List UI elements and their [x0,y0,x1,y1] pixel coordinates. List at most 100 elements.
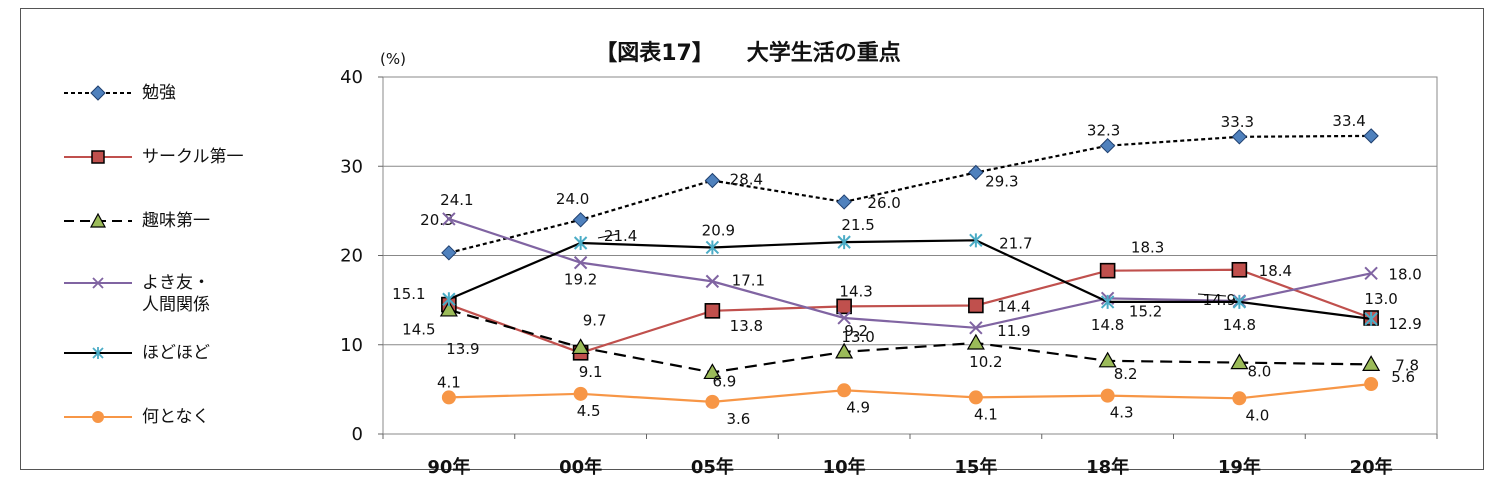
x-tick-label-7: 20年 [1350,456,1393,478]
data-label-circle-1: 9.1 [579,363,603,381]
point-hodo-7 [1364,311,1378,326]
data-label-nantonaku-6: 4.0 [1245,406,1269,424]
x-tick-label-4: 15年 [954,456,997,478]
data-label-tomo-7: 18.0 [1388,265,1421,283]
point-hodo-5 [1100,294,1115,309]
data-label-tomo-4: 11.9 [997,322,1030,340]
data-label-tomo-6: 14.9 [1203,291,1236,309]
data-label-benkyo-3: 26.0 [867,194,900,212]
data-label-circle-5: 18.3 [1131,239,1164,257]
x-tick-label-5: 18年 [1086,456,1129,478]
data-label-shumi-7: 7.8 [1395,356,1419,374]
data-label-nantonaku-2: 3.6 [726,410,750,428]
point-nantonaku-3 [837,383,852,398]
data-label-nantonaku-7: 5.6 [1391,368,1415,386]
data-label-benkyo-6: 33.3 [1221,113,1254,131]
data-label-benkyo-4: 29.3 [985,172,1018,190]
data-label-nantonaku-1: 4.5 [577,402,601,420]
legend-label-nantonaku: 何となく [142,407,210,427]
point-circle-4 [968,297,984,314]
data-label-benkyo-2: 28.4 [730,171,763,189]
point-benkyo-0 [441,245,457,261]
data-label-shumi-4: 10.2 [969,353,1002,371]
legend-label-benkyo: 勉強 [142,83,176,103]
point-benkyo-6 [1231,129,1248,145]
legend-item-nantonaku: 何となく [62,402,210,432]
x-tick-label-3: 10年 [823,456,866,478]
point-nantonaku-4 [968,390,983,405]
data-label-shumi-3: 9.2 [844,322,868,340]
data-label-circle-7: 13.0 [1364,290,1397,308]
leader-line-hodo-19 [1197,293,1227,297]
data-label-hodo-4: 21.7 [999,234,1032,252]
series-line-tomo [448,217,1372,329]
data-label-tomo-2: 17.1 [732,271,765,289]
point-nantonaku-1 [573,386,588,401]
point-tomo-7 [1364,266,1378,281]
point-nantonaku-6 [1232,391,1247,406]
point-tomo-4 [969,321,983,335]
data-label-tomo-5: 15.2 [1129,302,1162,320]
data-label-circle-3: 14.3 [839,282,872,300]
data-label-hodo-1: 21.4 [604,227,637,245]
data-label-tomo-1: 19.2 [564,271,597,289]
y-axis-unit: (%) [380,50,406,68]
legend-swatch-circle [64,150,132,164]
point-hodo-4 [969,233,983,248]
y-tick-label-10: 10 [340,335,363,356]
data-label-shumi-2: 6.9 [712,372,736,390]
legend-item-hodo: ほどほど [62,338,210,368]
data-label-hodo-2: 20.9 [702,221,735,239]
data-label-hodo-3: 21.5 [841,216,874,234]
legend-swatch-benkyo [64,85,132,101]
data-label-benkyo-1: 24.0 [556,190,589,208]
data-label-tomo-3: 13.0 [841,328,874,346]
data-label-hodo-7: 12.9 [1388,315,1421,333]
legend-label-hodo: ほどほど [142,343,210,363]
legend-item-benkyo: 勉強 [62,78,176,108]
point-benkyo-4 [968,164,984,181]
series-line-shumi [448,308,1372,374]
point-tomo-2 [705,274,720,289]
x-tick-label-1: 00年 [559,456,602,478]
point-circle-3 [836,298,852,315]
y-tick-label-20: 20 [340,246,363,267]
data-label-circle-0: 14.5 [402,321,435,339]
legend-swatch-tomo [64,277,132,289]
data-label-shumi-1: 9.7 [583,311,607,329]
data-label-circle-6: 18.4 [1259,262,1292,280]
chart-title: 【図表17】 大学生活の重点 [595,40,901,66]
data-label-shumi-6: 8.0 [1247,363,1271,381]
point-shumi-4 [966,333,985,350]
point-benkyo-3 [836,194,852,210]
data-label-shumi-5: 8.2 [1114,365,1138,383]
series-line-circle [448,268,1372,354]
point-tomo-3 [837,311,851,325]
point-benkyo-7 [1363,128,1379,144]
point-shumi-3 [835,342,854,359]
point-shumi-0 [439,300,458,317]
leader-line-hodo-00 [597,233,619,239]
point-circle-6 [1231,261,1248,278]
point-benkyo-1 [572,212,589,228]
legend: 勉強 サークル第一 趣味第一 よき友・ 人間関係 ほどほど [0,0,340,480]
legend-item-shumi: 趣味第一 [62,206,210,236]
point-shumi-1 [571,338,590,355]
point-nantonaku-2 [705,394,720,409]
data-label-circle-2: 13.8 [730,317,763,335]
data-label-tomo-0: 24.1 [440,191,473,209]
point-benkyo-5 [1099,138,1116,154]
y-tick-label-0: 0 [352,424,363,445]
point-nantonaku-7 [1364,377,1379,392]
point-shumi-5 [1098,351,1117,368]
series-line-nantonaku [448,382,1372,403]
x-tick-label-2: 05年 [691,456,734,478]
point-circle-2 [704,303,721,319]
legend-label-circle: サークル第一 [142,147,244,167]
point-nantonaku-0 [441,390,456,405]
point-shumi-6 [1230,353,1249,370]
legend-item-tomo: よき友・ 人間関係 [62,272,210,322]
x-tick-label-6: 19年 [1218,456,1261,478]
point-tomo-1 [573,255,588,270]
